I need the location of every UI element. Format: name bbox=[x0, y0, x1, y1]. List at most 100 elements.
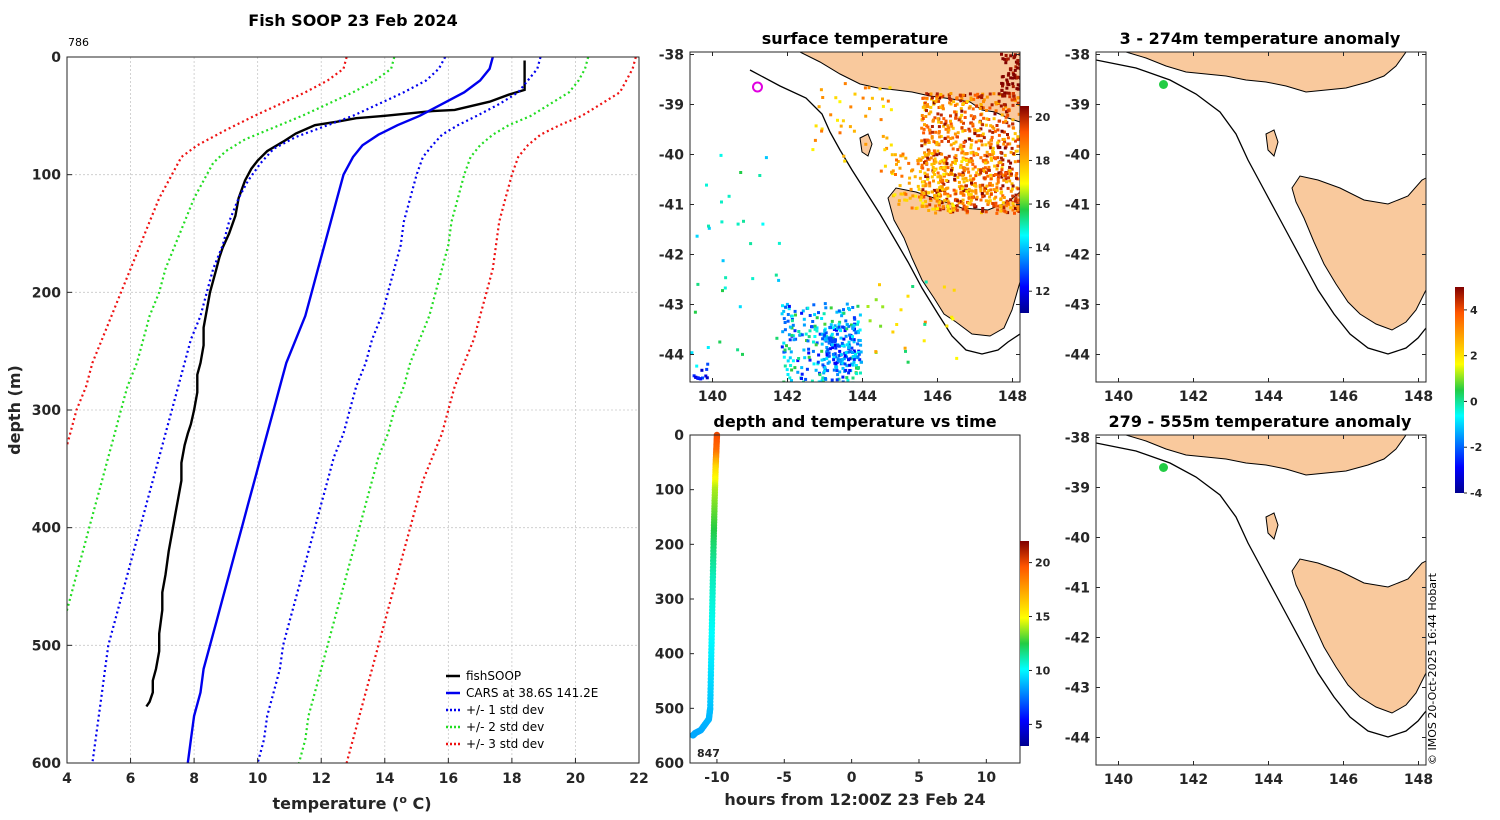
sst-pixel bbox=[921, 184, 925, 188]
sst-pixel bbox=[996, 176, 1000, 180]
sst-pixel bbox=[962, 180, 966, 184]
sst-pixel bbox=[939, 113, 943, 117]
sst-pixel bbox=[945, 179, 949, 182]
sst-pixel bbox=[856, 322, 859, 326]
sst-pixel bbox=[994, 157, 998, 161]
sst-pixel bbox=[864, 114, 868, 118]
tasmania bbox=[1291, 175, 1426, 331]
sst-pixel bbox=[924, 191, 928, 195]
sst-pixel bbox=[835, 310, 839, 314]
sst-pixel bbox=[775, 336, 779, 340]
sst-pixel bbox=[1016, 101, 1020, 105]
sst-pixel bbox=[996, 128, 1000, 132]
sst-pixel bbox=[920, 205, 924, 208]
sst-pixel bbox=[983, 166, 987, 170]
colorbar-tick-label: 20 bbox=[1035, 557, 1051, 570]
anomaly-map-1-frame bbox=[1095, 51, 1427, 383]
sst-pixel bbox=[816, 362, 820, 366]
sst-pixel bbox=[968, 193, 972, 196]
sst-pixel bbox=[922, 96, 926, 100]
sst-pixel bbox=[924, 200, 927, 204]
sst-pixel bbox=[856, 330, 859, 334]
sst-pixel bbox=[946, 199, 950, 203]
sst-pixel bbox=[935, 97, 939, 101]
sst-pixel bbox=[812, 340, 815, 344]
sst-pixel bbox=[920, 190, 924, 194]
sst-pixel bbox=[781, 304, 784, 308]
sst-pixel bbox=[878, 87, 882, 91]
sst-pixel bbox=[861, 96, 865, 100]
sst-pixel bbox=[1011, 208, 1015, 212]
sst-pixel bbox=[917, 195, 921, 199]
sst-pixel bbox=[817, 105, 821, 109]
sst-pixel bbox=[848, 349, 852, 353]
sst-pixel bbox=[820, 349, 824, 353]
sst-pixel bbox=[996, 144, 1000, 148]
sst-pixel bbox=[986, 174, 990, 178]
sst-pixel bbox=[922, 195, 926, 199]
sst-pixel bbox=[960, 109, 964, 113]
sst-pixel bbox=[996, 177, 1000, 181]
sst-pixel bbox=[1005, 180, 1008, 184]
surface-temperature-pixels bbox=[690, 52, 1020, 382]
profile-xlabel: temperature (o C) bbox=[272, 793, 431, 813]
sst-pixel bbox=[1003, 140, 1007, 144]
sst-pixel bbox=[936, 188, 939, 192]
sst-pixel bbox=[977, 147, 981, 151]
sst-pixel bbox=[947, 128, 951, 132]
sst-pixel bbox=[939, 160, 942, 164]
sst-pixel bbox=[829, 323, 833, 327]
sst-pixel bbox=[1014, 174, 1018, 178]
sst-pixel bbox=[967, 106, 971, 110]
sst-pixel bbox=[1006, 211, 1010, 215]
sst-pixel bbox=[821, 363, 825, 367]
sst-pixel bbox=[789, 350, 793, 354]
sst-pixel bbox=[943, 169, 947, 173]
sst-pixel bbox=[939, 105, 943, 109]
sst-pixel bbox=[969, 178, 973, 182]
sst-pixel bbox=[992, 188, 996, 192]
sst-pixel bbox=[707, 226, 711, 230]
sst-pixel bbox=[838, 320, 842, 324]
sst-pixel bbox=[1005, 172, 1009, 176]
sst-pixel bbox=[975, 171, 979, 175]
sst-pixel bbox=[955, 102, 959, 106]
sst-pixel bbox=[955, 208, 959, 212]
sst-pixel bbox=[929, 198, 933, 202]
sst-pixel bbox=[965, 209, 969, 213]
sst-pixel bbox=[824, 306, 828, 310]
sst-pixel bbox=[917, 187, 921, 191]
colorbar-tick-label: 5 bbox=[1035, 718, 1043, 731]
sst-pixel bbox=[974, 151, 978, 155]
sst-pixel bbox=[791, 323, 795, 327]
sst-pixel bbox=[960, 113, 964, 117]
sst-pixel bbox=[991, 202, 995, 206]
sst-pixel bbox=[964, 206, 968, 210]
sst-pixel bbox=[969, 198, 973, 202]
sst-pixel bbox=[845, 376, 849, 380]
sst-pixel bbox=[927, 149, 931, 153]
sst-pixel bbox=[790, 368, 794, 372]
sst-pixel bbox=[994, 101, 998, 105]
sst-pixel bbox=[945, 324, 949, 328]
sst-pixel bbox=[990, 103, 994, 107]
sst-pixel bbox=[963, 116, 967, 119]
sst-pixel bbox=[828, 347, 832, 351]
sst-pixel bbox=[942, 182, 946, 186]
sst-pixel bbox=[950, 172, 953, 176]
sst-pixel bbox=[943, 191, 947, 195]
sst-pixel bbox=[997, 119, 1001, 123]
sst-pixel bbox=[855, 366, 858, 370]
sst-pixel bbox=[919, 158, 923, 162]
sst-pixel bbox=[945, 162, 949, 166]
sst-pixel bbox=[817, 353, 821, 357]
lon-tick-label: 148 bbox=[1404, 772, 1433, 788]
sst-pixel bbox=[699, 377, 703, 381]
sst-pixel bbox=[822, 312, 826, 316]
sst-pixel bbox=[815, 316, 819, 320]
sst-pixel bbox=[829, 334, 833, 338]
sst-pixel bbox=[940, 187, 944, 191]
sst-pixel bbox=[965, 100, 969, 103]
sst-pixel bbox=[950, 315, 954, 319]
sst-pixel bbox=[935, 207, 939, 210]
